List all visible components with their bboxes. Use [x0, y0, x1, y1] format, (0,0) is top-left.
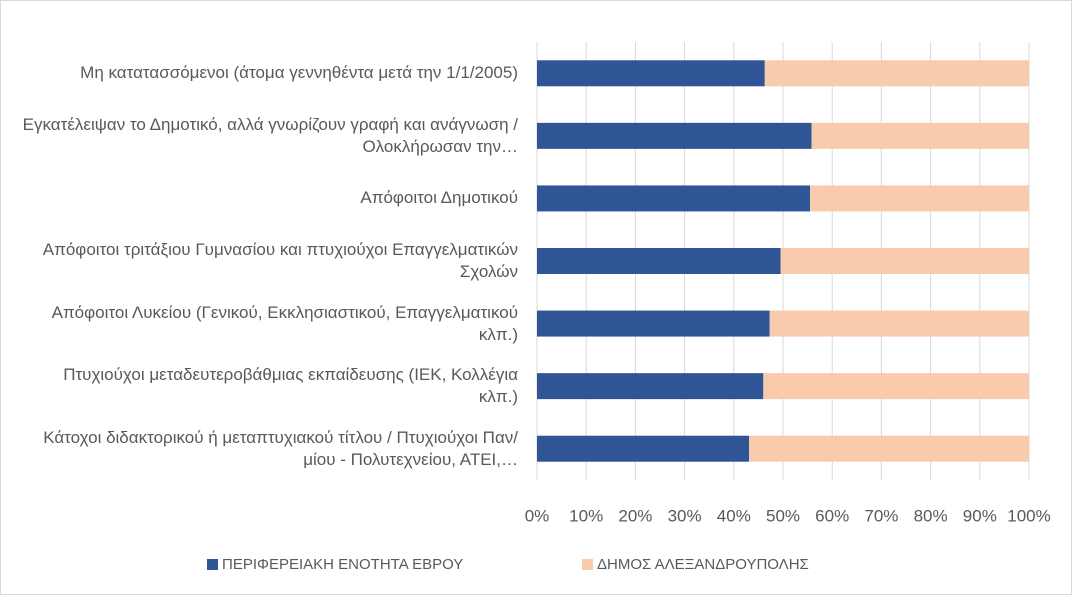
- bar-segment: [763, 373, 1029, 400]
- bar-segment: [537, 60, 765, 87]
- bar-segment: [810, 185, 1029, 212]
- bar-segment: [537, 122, 812, 149]
- legend-label: ΠΕΡΙΦΕΡΕΙΑΚΗ ΕΝΟΤΗΤΑ ΕΒΡΟΥ: [222, 556, 463, 573]
- legend-swatch: [207, 559, 218, 570]
- x-tick-label: 0%: [525, 506, 550, 525]
- bar-segment: [764, 60, 1029, 87]
- x-tick-label: 100%: [1007, 506, 1050, 525]
- category-label: Απόφοιτοι τριτάξιου Γυμνασίου και πτυχιο…: [20, 230, 518, 293]
- x-tick-label: 40%: [717, 506, 751, 525]
- bar-segment: [537, 435, 750, 462]
- x-tick-label: 30%: [668, 506, 702, 525]
- category-label-text: Εγκατέλειψαν το Δημοτικό, αλλά γνωρίζουν…: [22, 114, 518, 156]
- x-tick-label: 60%: [815, 506, 849, 525]
- bar-segment: [769, 310, 1029, 337]
- category-label-text: Μη κατατασσόμενοι (άτομα γεννηθέντα μετά…: [80, 63, 518, 83]
- x-tick-label: 80%: [914, 506, 948, 525]
- category-label: Κάτοχοι διδακτορικού ή μεταπτυχιακού τίτ…: [20, 417, 518, 480]
- category-label-text: Απόφοιτοι τριτάξιου Γυμνασίου και πτυχιο…: [42, 239, 518, 281]
- x-tick-label: 90%: [963, 506, 997, 525]
- category-label: Απόφοιτοι Δημοτικού: [20, 167, 518, 230]
- bar-segment: [537, 310, 770, 337]
- x-tick-label: 50%: [766, 506, 800, 525]
- x-tick-label: 20%: [618, 506, 652, 525]
- bar-segment: [811, 122, 1029, 149]
- bar-segment: [537, 248, 781, 274]
- bar-segment: [537, 373, 764, 400]
- x-tick-label: 10%: [569, 506, 603, 525]
- legend-swatch: [582, 559, 593, 570]
- category-label: Μη κατατασσόμενοι (άτομα γεννηθέντα μετά…: [20, 42, 518, 105]
- legend-label: ΔΗΜΟΣ ΑΛΕΞΑΝΔΡΟΥΠΟΛΗΣ: [597, 556, 809, 573]
- bar-segment: [749, 435, 1029, 462]
- bar-segment: [537, 185, 811, 212]
- category-label: Απόφοιτοι Λυκείου (Γενικού, Εκκλησιαστικ…: [20, 292, 518, 355]
- category-label-text: Απόφοιτοι Δημοτικού: [360, 188, 518, 208]
- bar-segment: [780, 248, 1029, 274]
- category-label-text: Πτυχιούχοι μεταδευτεροβάθμιας εκπαίδευση…: [63, 365, 518, 407]
- x-tick-label: 70%: [864, 506, 898, 525]
- category-label-text: Απόφοιτοι Λυκείου (Γενικού, Εκκλησιαστικ…: [51, 302, 518, 344]
- category-label: Πτυχιούχοι μεταδευτεροβάθμιας εκπαίδευση…: [20, 355, 518, 418]
- category-label: Εγκατέλειψαν το Δημοτικό, αλλά γνωρίζουν…: [20, 105, 518, 168]
- category-label-text: Κάτοχοι διδακτορικού ή μεταπτυχιακού τίτ…: [43, 427, 518, 469]
